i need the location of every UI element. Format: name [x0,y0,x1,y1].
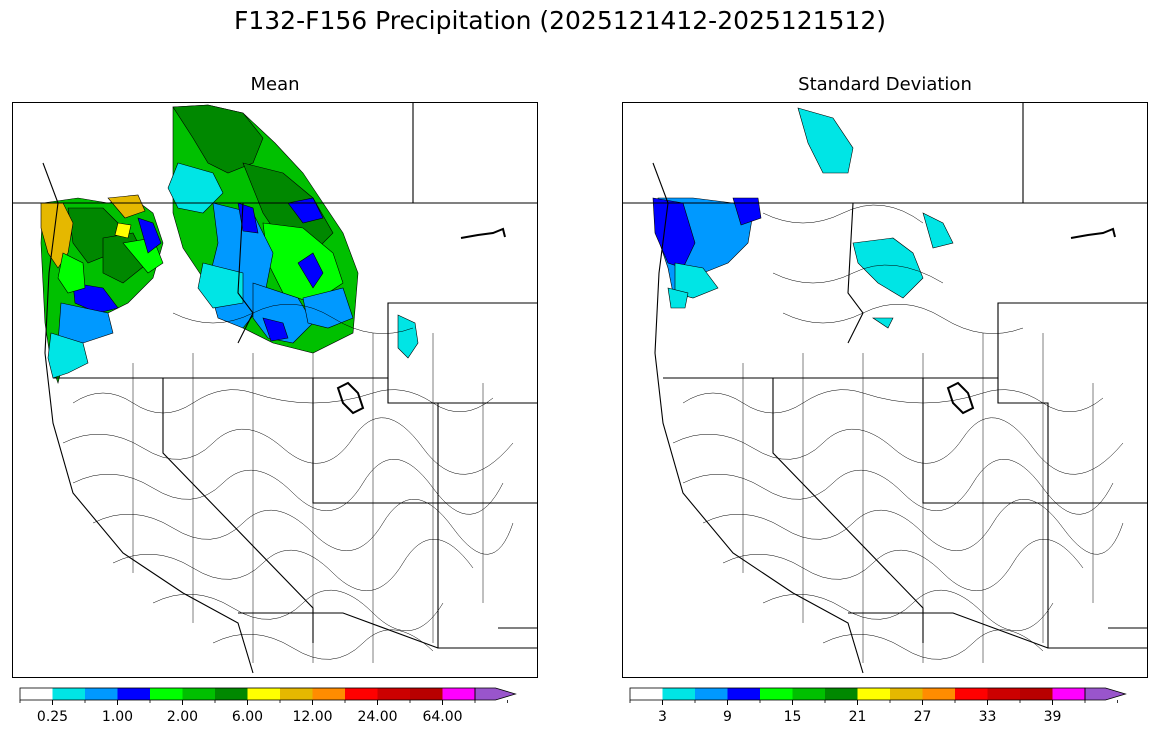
stddev-colorbar-tick-label: 33 [979,709,997,725]
mean-colorbar-swatch [345,688,378,700]
stddev-colorbar-tick-label: 27 [914,709,932,725]
panel-title-stddev: Standard Deviation [798,74,972,95]
mean-precip-fill [40,104,419,385]
mean-colorbar-swatch [410,688,443,700]
mean-colorbar-svg: 0.25 1.00 2.00 6.00 12.00 24.00 64.00 [19,687,517,725]
mean-colorbar: 0.25 1.00 2.00 6.00 12.00 24.00 64.00 [12,684,542,734]
stddev-colorbar-swatch [955,688,988,700]
mean-colorbar-swatch [247,688,280,700]
stddev-colorbar-swatch [630,688,663,700]
mean-colorbar-extend-arrow [474,687,517,701]
mean-basin-lines [62,303,514,663]
mean-map-canvas [13,103,537,674]
stddev-colorbar-extend-arrow [1084,687,1127,701]
mean-colorbar-swatch [215,688,248,700]
stddev-colorbar-swatch [922,688,955,700]
stddev-colorbar-tick-label: 9 [723,709,732,725]
stddev-colorbar-swatch [825,688,858,700]
stddev-colorbar-svg: 3 9 15 21 27 33 39 [629,687,1127,725]
figure-title: F132-F156 Precipitation (2025121412-2025… [233,6,886,35]
stddev-colorbar-swatch [857,688,890,700]
mean-colorbar-swatch [85,688,118,700]
stddev-colorbar-swatch [760,688,793,700]
mean-colorbar-swatch [150,688,183,700]
stddev-colorbar-tick-label: 21 [849,709,867,725]
stddev-colorbar-swatch [987,688,1020,700]
mean-colorbar-swatch [312,688,345,700]
mean-colorbar-swatch [182,688,215,700]
mean-colorbar-tick-label: 1.00 [102,709,133,725]
mean-lake [336,381,365,415]
stddev-colorbar-swatch [1020,688,1053,700]
stddev-lake [946,381,975,415]
stddev-map-canvas [623,103,1147,674]
mean-colorbar-swatch [280,688,313,700]
mean-colorbar-tick-label: 0.25 [37,709,68,725]
stddev-colorbar-tick-label: 3 [658,709,667,725]
mean-lake-north [460,227,506,239]
stddev-colorbar-swatch [792,688,825,700]
mean-colorbar-swatch [52,688,85,700]
stddev-colorbar-swatch [727,688,760,700]
mean-map [12,102,538,678]
mean-state-borders [13,103,537,674]
mean-colorbar-tick-label: 12.00 [292,709,332,725]
mean-colorbar-swatch [117,688,150,700]
mean-colorbar-swatch [377,688,410,700]
panel-title-mean: Mean [250,74,300,95]
stddev-colorbar-swatch [1052,688,1085,700]
stddev-colorbar-swatch [890,688,923,700]
mean-colorbar-tick-label: 24.00 [357,709,397,725]
mean-colorbar-tick-label: 6.00 [232,709,263,725]
stddev-colorbar: 3 9 15 21 27 33 39 [622,684,1152,734]
stddev-state-borders [623,103,1147,674]
mean-colorbar-tick-label: 2.00 [167,709,198,725]
mean-colorbar-swatch [442,688,475,700]
stddev-colorbar-tick-label: 39 [1044,709,1062,725]
stddev-lake-north [1070,227,1116,239]
stddev-fill [652,107,954,329]
mean-colorbar-tick-label: 64.00 [422,709,462,725]
stddev-colorbar-swatch [662,688,695,700]
stddev-basin-lines [672,204,1124,663]
stddev-map [622,102,1148,678]
stddev-colorbar-swatch [695,688,728,700]
stddev-colorbar-tick-label: 15 [784,709,802,725]
mean-colorbar-swatch [20,688,53,700]
